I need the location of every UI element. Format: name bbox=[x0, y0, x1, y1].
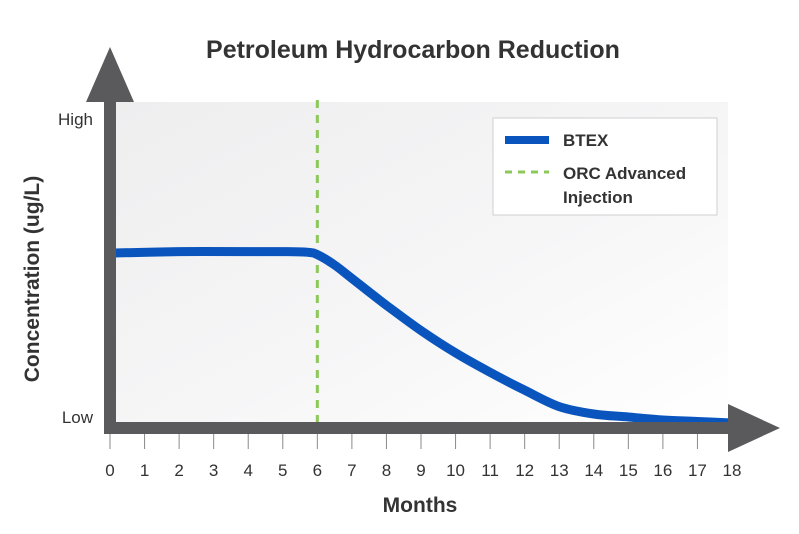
legend: BTEX ORC Advanced Injection bbox=[492, 117, 718, 216]
x-tick-label: 17 bbox=[688, 461, 707, 480]
x-tick-label: 0 bbox=[105, 461, 114, 480]
x-tick-label: 1 bbox=[140, 461, 149, 480]
y-axis bbox=[104, 92, 116, 434]
series-line-btex bbox=[105, 247, 737, 428]
chart-title: Petroleum Hydrocarbon Reduction bbox=[206, 36, 620, 64]
y-axis-title: Concentration (ug/L) bbox=[21, 176, 44, 382]
x-tick-label: 7 bbox=[347, 461, 356, 480]
x-tick-label: 13 bbox=[550, 461, 569, 480]
y-tick-label: High bbox=[58, 110, 93, 129]
legend-box bbox=[492, 117, 718, 216]
x-tick-label: 4 bbox=[243, 461, 252, 480]
x-tick-label: 6 bbox=[313, 461, 322, 480]
x-tick-label: 10 bbox=[446, 461, 465, 480]
legend-label-orc-line1: ORC Advanced bbox=[563, 164, 686, 183]
x-tick-label: 16 bbox=[653, 461, 672, 480]
x-tick-label: 5 bbox=[278, 461, 287, 480]
x-tick-label: 12 bbox=[515, 461, 534, 480]
x-tick-label: 2 bbox=[174, 461, 183, 480]
x-tick-label: 3 bbox=[209, 461, 218, 480]
x-tick-label: 14 bbox=[584, 461, 603, 480]
x-tick-label: 9 bbox=[416, 461, 425, 480]
x-tick-labels: 0 1 2 3 4 5 6 7 8 9 10 11 12 13 14 15 16 17 18 bbox=[105, 461, 741, 480]
x-axis-arrow-icon bbox=[728, 404, 780, 452]
y-tick-label: Low bbox=[62, 408, 94, 427]
x-tick-label: 18 bbox=[723, 461, 742, 480]
legend-label-btex: BTEX bbox=[563, 131, 609, 150]
x-tick-label: 11 bbox=[481, 461, 499, 480]
y-tick-labels: Low High bbox=[58, 110, 94, 427]
x-tick-marks bbox=[109, 434, 733, 449]
y-axis-arrow-icon bbox=[86, 47, 134, 102]
x-tick-label: 15 bbox=[619, 461, 638, 480]
x-tick-label: 8 bbox=[382, 461, 391, 480]
legend-label-orc-line2: Injection bbox=[563, 188, 633, 207]
x-axis bbox=[104, 422, 734, 434]
x-axis-title: Months bbox=[383, 494, 458, 517]
